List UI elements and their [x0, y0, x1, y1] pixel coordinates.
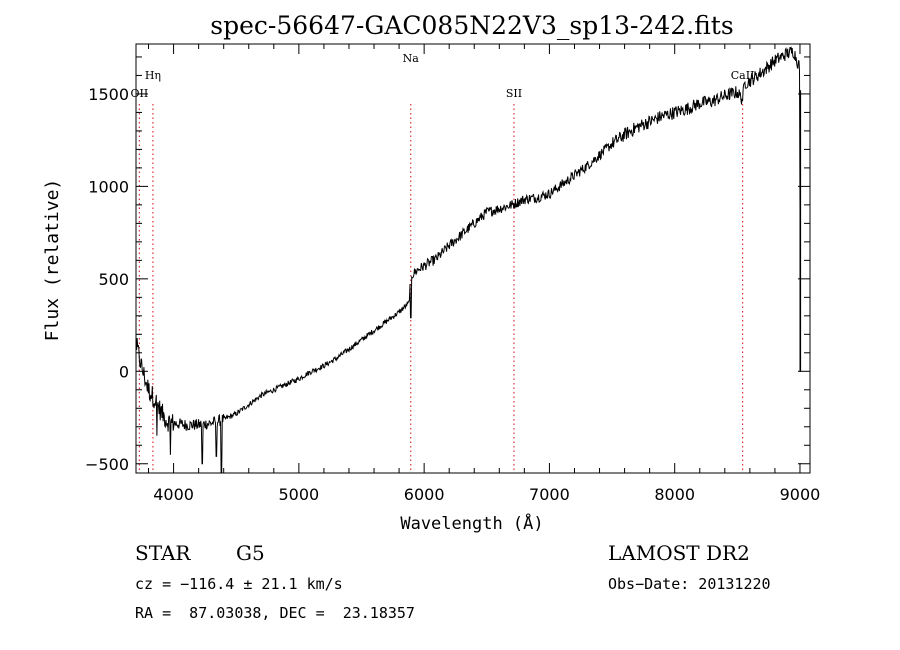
survey-name: LAMOST DR2: [608, 541, 750, 565]
absorption-line-label: Na: [403, 52, 420, 65]
x-tick-label: 8000: [654, 485, 695, 504]
y-tick-label: 1500: [88, 85, 129, 104]
x-tick-label: 7000: [529, 485, 570, 504]
x-tick-label: 9000: [780, 485, 821, 504]
x-tick-labels: 4000 5000 6000 7000 8000 9000: [153, 485, 820, 504]
object-class: STAR: [135, 541, 191, 565]
redshift-velocity: cz = −116.4 ± 21.1 km/s: [135, 575, 343, 593]
coordinates: RA = 87.03038, DEC = 23.18357: [135, 604, 415, 622]
x-tick-label: 5000: [279, 485, 320, 504]
chart-title: spec-56647-GAC085N22V3_sp13-242.fits: [210, 11, 733, 40]
y-tick-label: −500: [85, 455, 129, 474]
y-tick-label: 0: [119, 362, 129, 381]
object-subclass: G5: [236, 541, 265, 565]
y-tick-label: 1000: [88, 177, 129, 196]
plot-frame: [135, 43, 811, 474]
y-tick-labels: −500 0 500 1000 1500: [85, 85, 129, 474]
y-axis-label: Flux (relative): [42, 179, 63, 342]
y-tick-label: 500: [98, 270, 129, 289]
x-axis-label: Wavelength (Å): [400, 512, 543, 534]
absorption-line-label: SII: [506, 87, 522, 100]
x-tick-label: 6000: [404, 485, 445, 504]
x-tick-label: 4000: [153, 485, 194, 504]
absorption-line-label: Hη: [145, 69, 161, 82]
spectrum-line: [135, 46, 802, 474]
axis-ticks: [136, 44, 810, 473]
observation-date: Obs−Date: 20131220: [608, 575, 771, 593]
